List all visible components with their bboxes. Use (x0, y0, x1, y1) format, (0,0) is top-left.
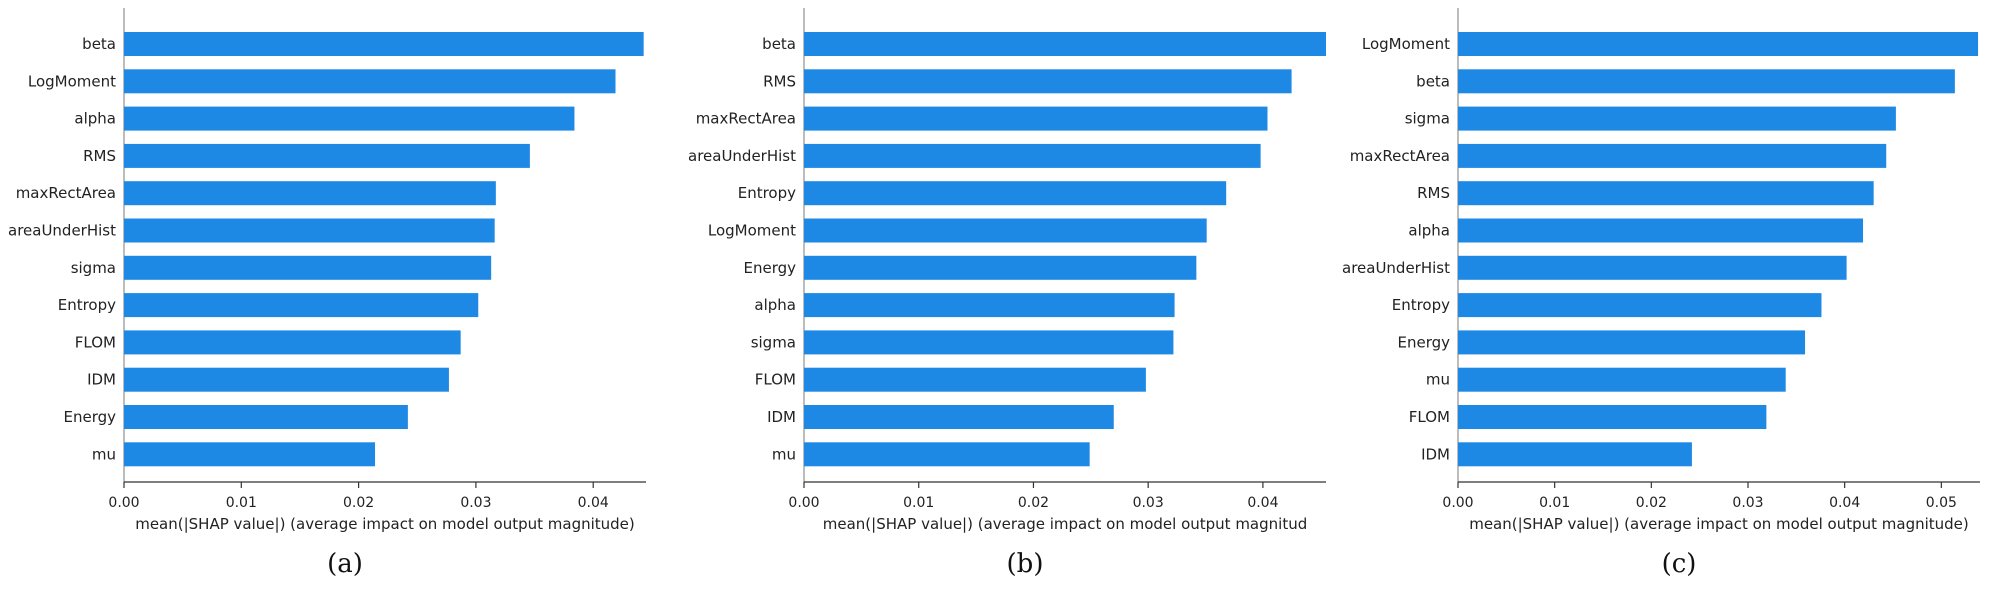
category-label: maxRectArea (1350, 147, 1450, 165)
category-label: RMS (1417, 184, 1450, 202)
x-tick-label: 0.01 (903, 495, 934, 511)
category-label: IDM (87, 371, 116, 389)
x-axis-title: mean(|SHAP value|) (average impact on mo… (135, 515, 635, 533)
bar-areaUnderHist (804, 143, 1261, 168)
panel-c: LogMoment beta sigma maxRectArea RMS alpha are… (1342, 8, 1980, 579)
category-label: Entropy (1392, 296, 1450, 314)
bar-Entropy (804, 181, 1227, 206)
bar-IDM (1458, 442, 1692, 467)
bar-maxRectArea (124, 181, 496, 206)
panel-a: beta LogMoment alpha RMS maxRectArea areaUnde… (8, 8, 646, 579)
bar-areaUnderHist (1458, 255, 1847, 280)
panel-caption: (b) (1007, 549, 1044, 579)
bar-mu (124, 442, 376, 467)
x-tick-label: 0.01 (226, 495, 257, 511)
panel-b: beta RMS maxRectArea areaUnderHist Entropy Lo… (688, 8, 1326, 579)
bar-maxRectArea (804, 106, 1268, 131)
category-label: beta (762, 35, 796, 53)
bar-sigma (1458, 106, 1896, 131)
x-tick-label: 0.02 (1018, 495, 1049, 511)
category-label: Energy (63, 408, 116, 426)
category-label: Entropy (738, 184, 796, 202)
category-label: sigma (751, 333, 796, 351)
bar-FLOM (1458, 405, 1767, 429)
category-label: maxRectArea (696, 110, 796, 128)
x-tick-label: 0.01 (1539, 495, 1570, 511)
category-label: Energy (1397, 333, 1450, 351)
category-label: FLOM (75, 333, 116, 351)
category-label: beta (82, 35, 116, 53)
category-label: RMS (83, 147, 116, 165)
x-axis-title: mean(|SHAP value|) (average impact on mo… (823, 515, 1307, 533)
category-label: LogMoment (1362, 35, 1450, 53)
bar-LogMoment (1458, 32, 1979, 56)
bar-IDM (124, 367, 449, 392)
x-tick-label: 0.04 (1247, 495, 1278, 511)
category-label: IDM (767, 408, 796, 426)
bar-beta (124, 32, 644, 56)
panel-caption: (a) (327, 549, 363, 579)
category-label: mu (1426, 371, 1450, 389)
category-label: beta (1416, 72, 1450, 90)
bar-beta (1458, 69, 1955, 94)
bar-FLOM (804, 367, 1146, 392)
bar-Energy (804, 255, 1197, 280)
bar-Entropy (124, 293, 479, 318)
category-label: areaUnderHist (8, 222, 116, 240)
category-label: FLOM (1409, 408, 1450, 426)
category-label: RMS (763, 72, 796, 90)
bar-mu (804, 442, 1090, 467)
category-label: alpha (754, 296, 796, 314)
bar-RMS (804, 69, 1292, 94)
bar-sigma (124, 255, 492, 280)
category-label: Energy (743, 259, 796, 277)
bar-RMS (124, 143, 530, 168)
x-tick-label: 0.04 (1829, 495, 1860, 511)
x-tick-label: 0.00 (788, 495, 819, 511)
category-label: areaUnderHist (1342, 259, 1450, 277)
bar-alpha (804, 293, 1175, 318)
bar-Energy (124, 405, 408, 429)
category-label: IDM (1421, 445, 1450, 463)
category-label: Entropy (58, 296, 116, 314)
category-label: LogMoment (708, 222, 796, 240)
bar-alpha (1458, 218, 1864, 243)
x-tick-label: 0.02 (343, 495, 374, 511)
bar-IDM (804, 405, 1114, 429)
bar-FLOM (124, 330, 461, 355)
x-tick-label: 0.00 (108, 495, 139, 511)
x-tick-label: 0.04 (578, 495, 609, 511)
bar-maxRectArea (1458, 143, 1887, 168)
x-axis-title: mean(|SHAP value|) (average impact on mo… (1469, 515, 1969, 533)
category-label: alpha (74, 110, 116, 128)
category-label: maxRectArea (16, 184, 116, 202)
bar-Energy (1458, 330, 1806, 355)
bar-alpha (124, 106, 575, 131)
bar-LogMoment (124, 69, 616, 94)
panel-caption: (c) (1662, 549, 1697, 579)
x-tick-label: 0.03 (1732, 495, 1763, 511)
category-label: mu (772, 445, 796, 463)
category-label: sigma (1405, 110, 1450, 128)
bar-mu (1458, 367, 1786, 392)
x-tick-label: 0.03 (460, 495, 491, 511)
category-label: LogMoment (28, 72, 116, 90)
category-label: sigma (71, 259, 116, 277)
category-label: alpha (1408, 222, 1450, 240)
category-label: mu (92, 445, 116, 463)
x-tick-label: 0.05 (1926, 495, 1957, 511)
bar-areaUnderHist (124, 218, 495, 243)
bar-beta (804, 32, 1326, 56)
bar-RMS (1458, 181, 1874, 206)
category-label: FLOM (755, 371, 796, 389)
x-tick-label: 0.02 (1636, 495, 1667, 511)
x-tick-label: 0.03 (1133, 495, 1164, 511)
bar-LogMoment (804, 218, 1207, 243)
x-tick-label: 0.00 (1442, 495, 1473, 511)
category-label: areaUnderHist (688, 147, 796, 165)
bar-Entropy (1458, 293, 1822, 318)
bar-sigma (804, 330, 1174, 355)
